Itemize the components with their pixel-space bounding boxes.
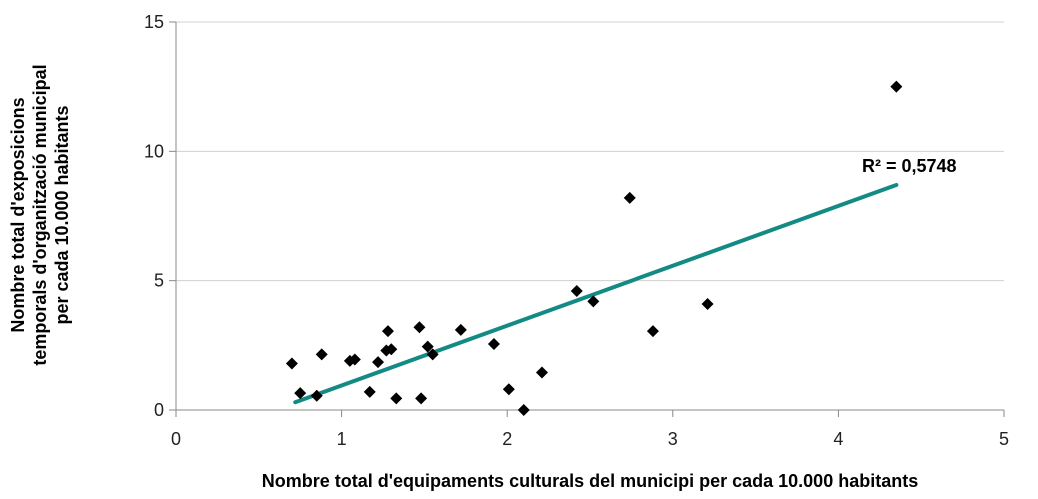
y-tick-label-15: 15 (144, 12, 164, 32)
data-point-7 (363, 385, 376, 398)
x-tick-label-1: 1 (337, 429, 347, 449)
labels: R² = 0,5748 Nombre total d'equipaments c… (8, 64, 957, 491)
data-point-18 (487, 338, 500, 351)
x-tick-label-3: 3 (668, 429, 678, 449)
data-point-25 (646, 325, 659, 338)
axes: 0 5 10 15 0 1 2 3 4 5 (144, 12, 1009, 449)
data-point-21 (535, 366, 548, 379)
data-point-26 (701, 297, 714, 310)
y-axis-title-line-2: temporals d'organització municipal (30, 64, 50, 365)
data-point-8 (372, 356, 385, 369)
data-point-4 (315, 348, 328, 361)
y-tick-label-0: 0 (154, 400, 164, 420)
y-tick-label-10: 10 (144, 141, 164, 161)
data-point-14 (415, 392, 428, 405)
data-point-2 (294, 387, 307, 400)
data-point-10 (381, 325, 394, 338)
data-point-15 (421, 340, 434, 353)
trendline-layer (293, 182, 899, 405)
data-point-13 (413, 321, 426, 334)
r-squared-label: R² = 0,5748 (862, 156, 957, 176)
y-axis-title: Nombre total d'exposicions temporals d'o… (8, 64, 72, 365)
data-point-19 (502, 383, 515, 396)
data-point-23 (587, 295, 600, 308)
data-point-1 (285, 357, 298, 370)
data-point-16 (426, 348, 439, 361)
data-point-11 (385, 343, 398, 356)
data-point-6 (348, 353, 361, 366)
trendline (293, 182, 899, 405)
data-point-12 (390, 392, 403, 405)
y-axis-title-line-1: Nombre total d'exposicions (8, 97, 28, 332)
x-tick-label-5: 5 (999, 429, 1009, 449)
x-tick-label-0: 0 (171, 429, 181, 449)
data-point-3 (310, 389, 323, 402)
grid-lines (176, 21, 1004, 282)
data-point-27 (890, 80, 903, 93)
y-tick-label-5: 5 (154, 271, 164, 291)
y-axis-title-line-3: per cada 10.000 habitants (52, 105, 72, 324)
x-tick-label-2: 2 (502, 429, 512, 449)
x-tick-label-4: 4 (833, 429, 843, 449)
data-point-20 (517, 404, 530, 416)
data-point-22 (570, 285, 583, 298)
data-point-17 (454, 323, 467, 336)
data-points (285, 80, 903, 416)
data-point-24 (623, 191, 636, 204)
x-axis-title: Nombre total d'equipaments culturals del… (262, 471, 918, 491)
